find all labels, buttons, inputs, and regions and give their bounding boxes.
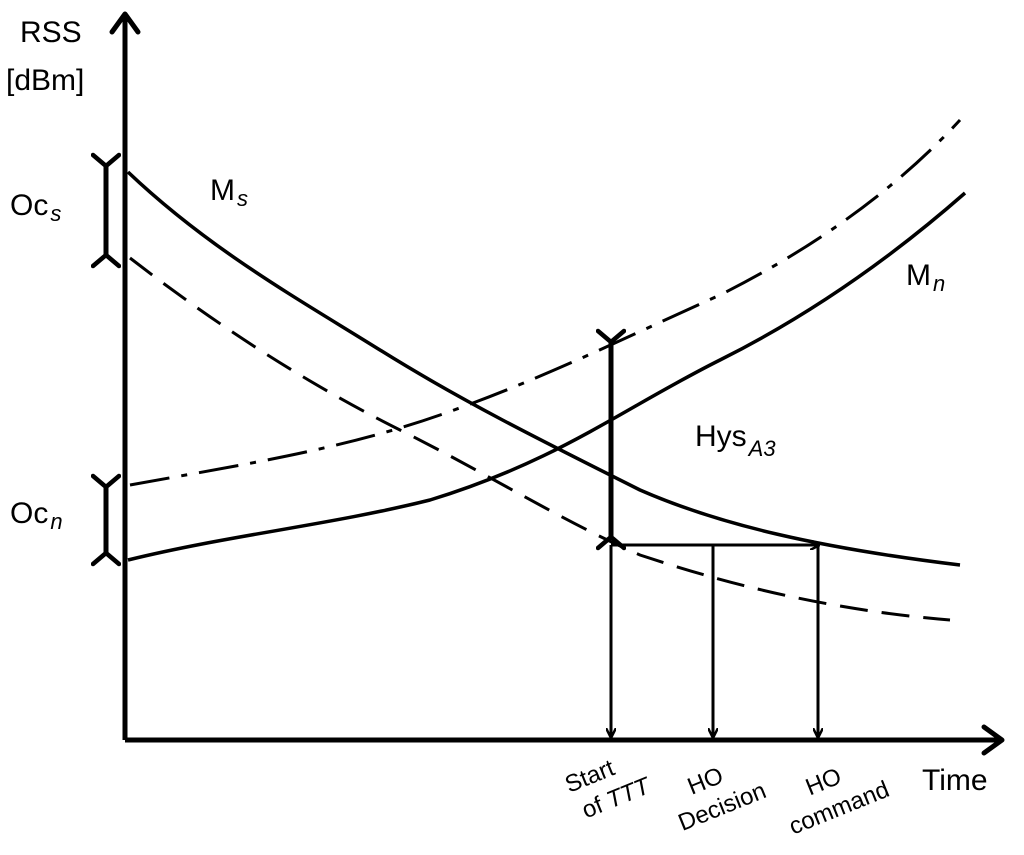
x-axis-label: Time [922,764,988,797]
start-ttt-label: Start of TTT [561,754,656,824]
neighbor-cell-curve [127,191,967,562]
serving-curve-label: Ms [210,174,248,211]
ho-decision-label: HO Decision [675,762,770,837]
neighbor-curve-label: Mn [906,259,945,296]
hysteresis-label: HysA3 [695,420,776,461]
x-axis [125,724,1005,756]
y-axis-label-line1: RSS [20,16,82,49]
ho-command-label: HO command [785,763,893,841]
serving-cell-curve [126,170,961,567]
y-axis-label-line2: [dBm] [6,64,84,97]
serving-offset-label: Ocs [10,189,61,226]
serving-cell-offset-curve [129,256,951,622]
neighbor-offset-label: Ocn [10,497,63,534]
y-axis [109,11,141,740]
neighbor-cell-offset-curve [129,118,962,487]
